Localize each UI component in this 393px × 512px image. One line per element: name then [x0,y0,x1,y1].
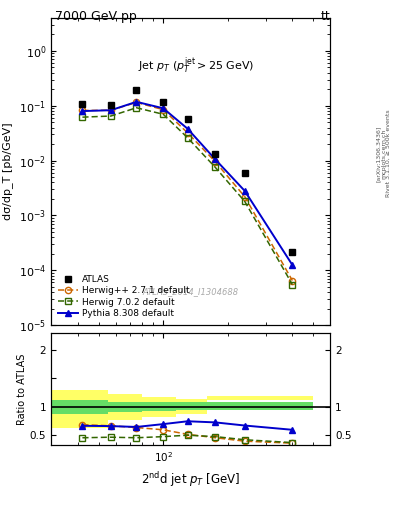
Herwig 7.0.2 default [185,135,190,141]
Herwig 7.0.2 default [80,114,85,120]
Legend: ATLAS, Herwig++ 2.7.1 default, Herwig 7.0.2 default, Pythia 8.308 default: ATLAS, Herwig++ 2.7.1 default, Herwig 7.… [55,272,192,321]
ATLAS [242,169,247,176]
Text: mcplots.cern.ch: mcplots.cern.ch [381,129,386,179]
ATLAS [134,88,139,94]
ATLAS [213,151,218,157]
Line: Herwig++ 2.7.1 default: Herwig++ 2.7.1 default [79,99,296,284]
ATLAS [185,116,190,122]
Herwig++ 2.7.1 default [213,159,218,165]
Text: 7000 GeV pp: 7000 GeV pp [55,10,137,23]
Herwig 7.0.2 default [108,113,113,119]
Line: Herwig 7.0.2 default: Herwig 7.0.2 default [79,104,296,288]
Y-axis label: dσ/dp_T [pb/GeV]: dσ/dp_T [pb/GeV] [2,123,13,220]
Herwig 7.0.2 default [161,111,165,117]
ATLAS [290,248,295,254]
Text: tt: tt [320,10,330,23]
Herwig++ 2.7.1 default [134,99,139,105]
ATLAS [108,101,113,108]
ATLAS [161,99,165,105]
Herwig++ 2.7.1 default [161,106,165,113]
Herwig 7.0.2 default [213,164,218,170]
ATLAS [80,100,85,106]
Pythia 8.308 default [80,108,85,114]
Y-axis label: Ratio to ATLAS: Ratio to ATLAS [17,353,27,425]
Line: Pythia 8.308 default: Pythia 8.308 default [79,99,296,268]
Herwig 7.0.2 default [134,104,139,111]
Herwig++ 2.7.1 default [290,278,295,284]
Text: ATLAS_2014_I1304688: ATLAS_2014_I1304688 [143,287,239,296]
Herwig++ 2.7.1 default [80,108,85,114]
Pythia 8.308 default [134,99,139,105]
Pythia 8.308 default [242,188,247,194]
Herwig 7.0.2 default [290,282,295,288]
Pythia 8.308 default [290,262,295,268]
Text: Rivet 3.1.10, ≥ 500k events: Rivet 3.1.10, ≥ 500k events [386,110,391,198]
Herwig++ 2.7.1 default [108,107,113,113]
Text: Jet $p_T$ ($p_T^{\rm jet}>25$ GeV): Jet $p_T$ ($p_T^{\rm jet}>25$ GeV) [138,55,254,76]
Herwig++ 2.7.1 default [242,194,247,200]
Text: [arXiv:1306.3436]: [arXiv:1306.3436] [376,125,381,182]
Pythia 8.308 default [161,105,165,111]
Pythia 8.308 default [108,107,113,113]
Herwig 7.0.2 default [242,198,247,204]
X-axis label: 2$^{\rm nd}$d jet $p_T$ [GeV]: 2$^{\rm nd}$d jet $p_T$ [GeV] [141,470,241,488]
Herwig++ 2.7.1 default [185,130,190,136]
Pythia 8.308 default [185,126,190,132]
Pythia 8.308 default [213,156,218,162]
Line: ATLAS: ATLAS [79,88,296,254]
